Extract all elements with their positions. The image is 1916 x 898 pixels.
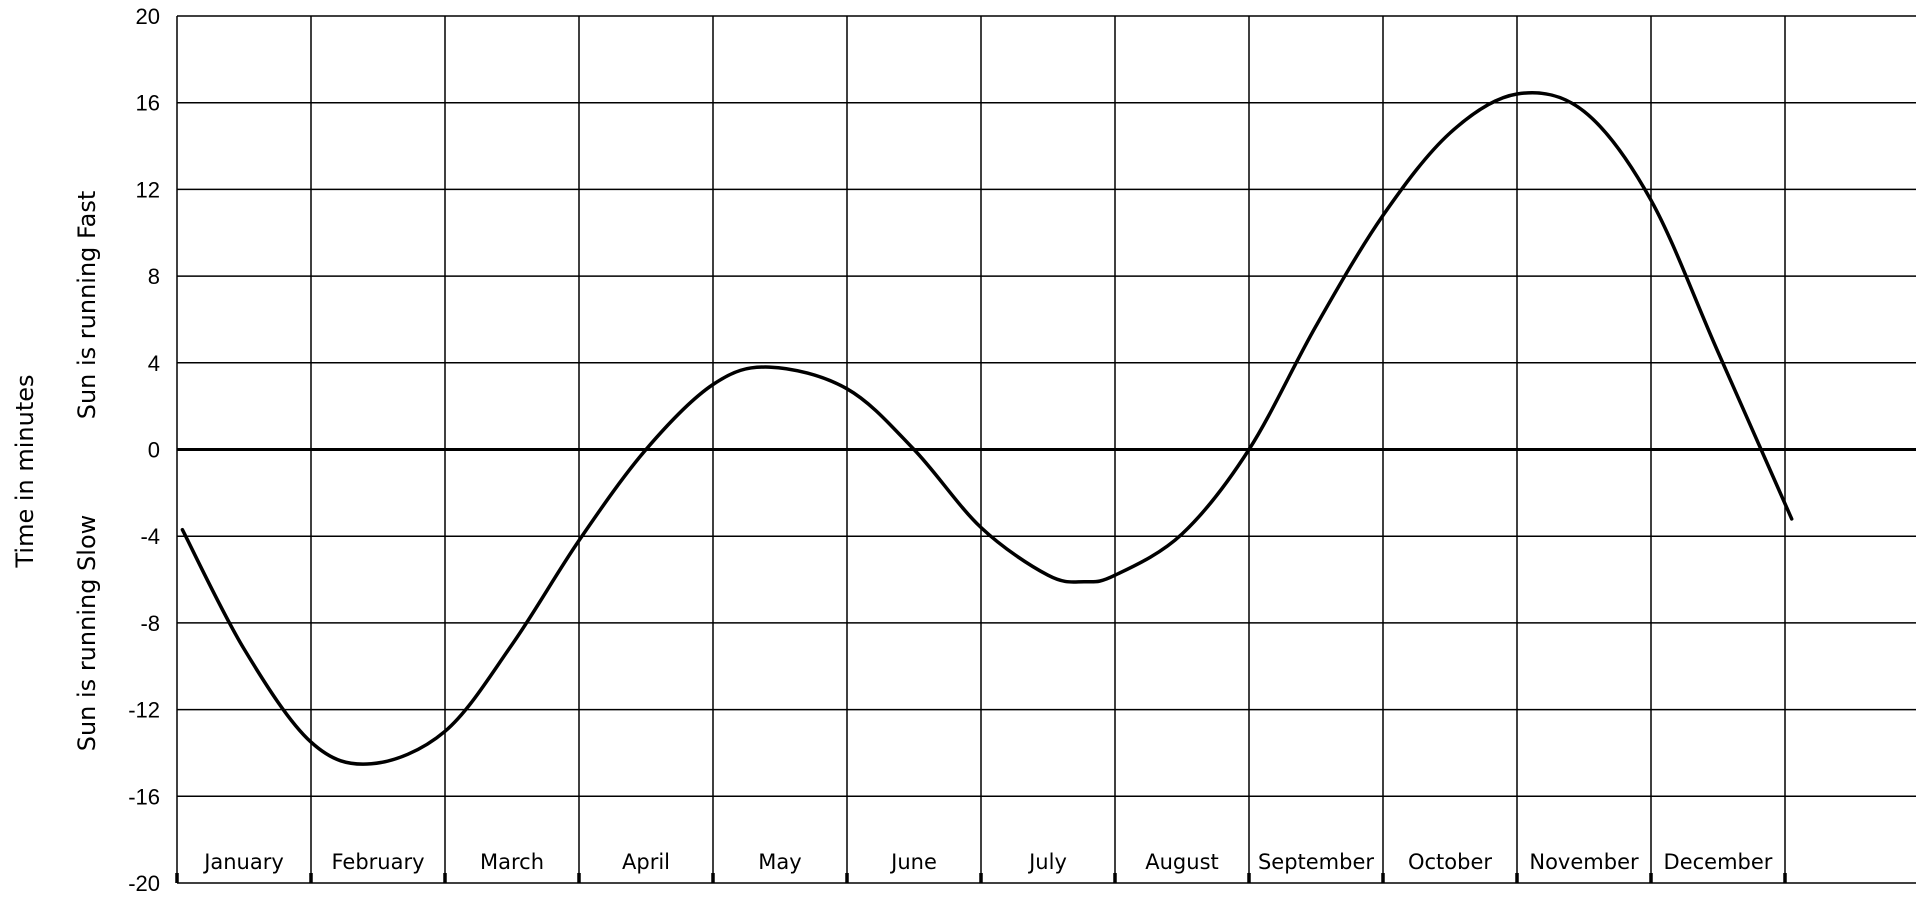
y-tick-label: -12 [128, 698, 160, 723]
month-label-august: August [1145, 850, 1219, 874]
y-tick-label: 16 [136, 91, 160, 116]
month-labels: January February March April May June July Augu… [202, 850, 1773, 874]
y-tick-label: 20 [136, 4, 160, 29]
y-tick-label: 4 [148, 351, 160, 376]
month-label-october: October [1408, 850, 1492, 874]
y-tick-label: 8 [148, 264, 160, 289]
y-tick-label: -20 [128, 871, 160, 896]
month-label-january: January [202, 850, 284, 874]
month-label-september: September [1258, 850, 1374, 874]
month-label-april: April [622, 850, 670, 874]
month-label-march: March [480, 850, 544, 874]
y-axis-title-lower: Sun is running Slow [73, 515, 101, 752]
grid [175, 15, 1916, 884]
series-line [180, 90, 1794, 766]
y-tick-label: -16 [128, 784, 160, 809]
y-tick-label: 12 [136, 177, 160, 202]
y-axis-title-upper: Sun is running Fast [73, 191, 101, 420]
month-label-february: February [331, 850, 424, 874]
y-tick-labels: 20 16 12 8 4 0 -4 -8 -12 -16 -20 [128, 4, 160, 896]
y-tick-label: -8 [140, 611, 160, 636]
y-tick-label: 0 [148, 438, 160, 463]
month-label-july: July [1027, 850, 1067, 874]
y-axis-title: Time in minutes [11, 374, 39, 568]
month-label-may: May [758, 850, 801, 874]
month-label-december: December [1664, 850, 1773, 874]
y-tick-label: -4 [140, 524, 160, 549]
month-label-november: November [1529, 850, 1639, 874]
month-label-june: June [889, 850, 937, 874]
